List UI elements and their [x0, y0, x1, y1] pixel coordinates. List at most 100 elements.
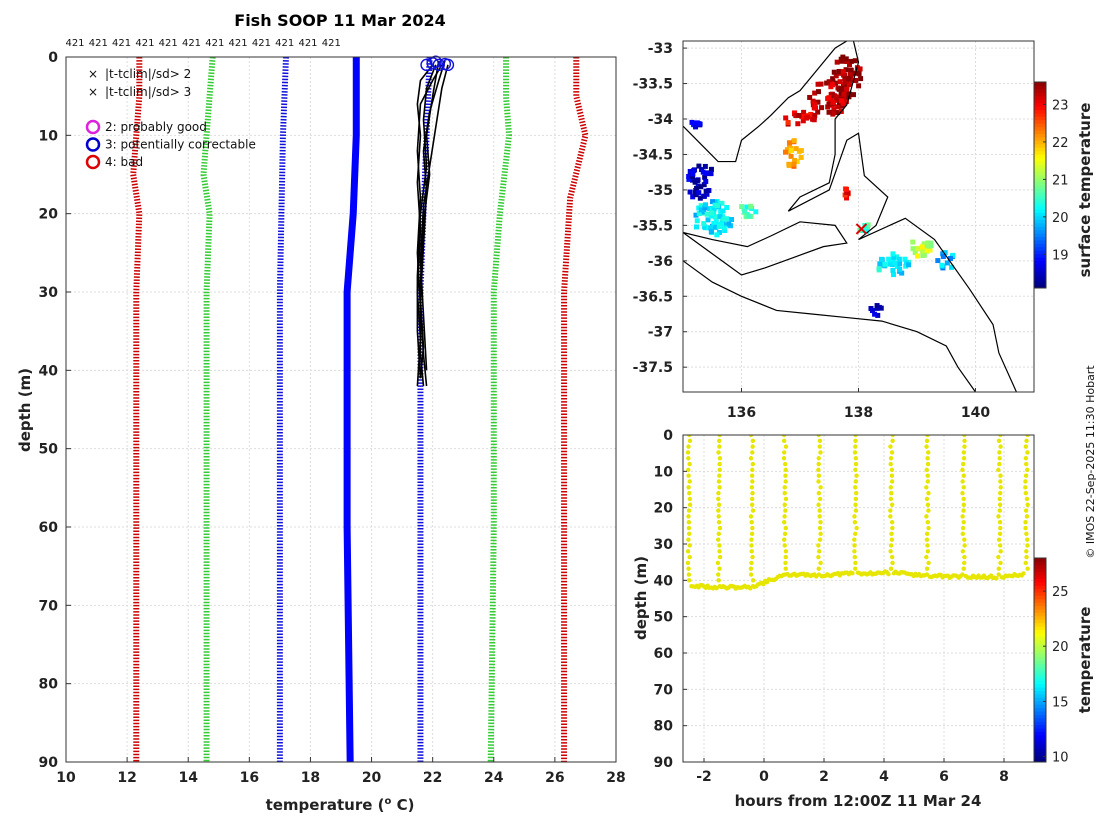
sst-pixel	[743, 213, 749, 219]
sst-pixel	[707, 206, 713, 212]
depth-point	[888, 496, 894, 502]
depth-point	[888, 543, 894, 548]
colorbar-swatch	[1034, 246, 1046, 251]
colorbar-swatch	[1034, 205, 1046, 210]
depth-point	[750, 450, 755, 455]
depth-point	[925, 479, 931, 484]
map-location-marker	[855, 223, 868, 235]
profile-legend: × |t-tclim|/sd> 2 × |t-tclim|/sd> 3 2: proba…	[85, 67, 256, 170]
colorbar-swatch	[1034, 629, 1046, 634]
sst-pixel	[824, 80, 830, 86]
depth-point	[687, 435, 692, 438]
depth-point	[853, 444, 858, 449]
y-tick-label: -34	[648, 112, 674, 128]
colorbar-swatch	[1034, 171, 1046, 176]
profile-plot-area	[66, 57, 616, 762]
profile-x-label: temperature (o C)	[266, 796, 415, 814]
sst-pixel	[853, 77, 859, 83]
sst-pixel	[703, 188, 709, 194]
depth-point	[749, 549, 754, 554]
depth-point	[715, 560, 721, 566]
depth-point	[924, 537, 930, 542]
depth-point	[816, 461, 821, 467]
sst-pixel	[701, 209, 707, 215]
sst-pixel	[831, 69, 837, 75]
depth-point	[960, 531, 966, 537]
sst-pixel	[834, 96, 840, 102]
sst-pixel	[690, 194, 696, 200]
depth-point	[998, 485, 1003, 490]
colorbar-swatch	[1034, 571, 1046, 576]
colorbar-swatch	[1034, 697, 1046, 702]
colorbar-swatch	[1034, 734, 1046, 739]
depth-point	[997, 496, 1002, 502]
colorbar-swatch	[1034, 653, 1046, 658]
top-label: 421	[182, 38, 201, 49]
depth-point	[1023, 525, 1028, 531]
depth-point	[818, 450, 823, 455]
sst-pixel	[921, 241, 927, 247]
colorbar-swatch	[1034, 575, 1046, 579]
y-tick-label: 80	[654, 719, 674, 735]
sst-pixel	[786, 162, 792, 168]
colorbar-swatch	[1034, 212, 1046, 217]
depth-point	[962, 444, 967, 449]
top-label: 421	[112, 38, 131, 49]
depth-point	[960, 490, 965, 496]
depth-point	[960, 479, 965, 484]
depth-point	[1023, 560, 1028, 566]
sst-pixel	[702, 224, 708, 230]
x-tick-label: 14	[178, 770, 198, 786]
sst-pixel	[847, 72, 853, 78]
profile-x-label-sup: o	[384, 796, 391, 807]
profile-x-label-end: C)	[391, 796, 414, 814]
sst-pixel	[815, 109, 821, 115]
depth-point	[1025, 543, 1030, 548]
sst-pixel	[826, 79, 832, 85]
y-tick-label: 20	[39, 207, 59, 223]
depth-point	[996, 467, 1001, 473]
depth-point	[888, 456, 894, 461]
sst-pixel	[791, 138, 797, 144]
sst-pixel	[818, 81, 824, 87]
sst-pixel	[830, 100, 836, 106]
sst-pixel	[842, 192, 848, 198]
depth-point	[782, 520, 787, 525]
depth-point	[852, 543, 857, 548]
depth-point	[998, 479, 1003, 484]
sst-pixel	[830, 111, 836, 117]
depth-point	[998, 435, 1003, 438]
sst-pixel	[742, 208, 748, 214]
depth-point	[888, 514, 893, 519]
sst-pixel	[783, 149, 789, 155]
sst-pixel	[712, 214, 718, 220]
sst-pixel	[713, 224, 719, 230]
y-tick-label: 70	[654, 682, 674, 698]
depth-point	[817, 514, 822, 519]
colorbar-swatch	[1034, 748, 1046, 753]
sst-pixel	[689, 119, 695, 125]
y-tick-label: 60	[39, 520, 59, 536]
depth-point	[818, 520, 823, 525]
depth-point	[687, 479, 692, 484]
sst-pixel	[890, 251, 896, 257]
depth-point	[852, 450, 858, 455]
depth-point	[783, 496, 789, 502]
depth-point	[850, 570, 855, 576]
sst-pixel	[699, 167, 705, 173]
y-tick-label: 40	[654, 573, 674, 589]
y-tick-label: -36.5	[633, 289, 673, 305]
depth-point	[816, 456, 821, 461]
depth-point	[749, 520, 754, 525]
depth-point	[1024, 438, 1029, 444]
depth-point	[925, 456, 930, 461]
depth-point	[750, 554, 755, 560]
depth-point	[886, 571, 891, 577]
x-tick-label: 20	[362, 770, 382, 786]
x-tick-label: 6	[939, 769, 949, 785]
depth-point	[1023, 473, 1029, 478]
depth-point	[750, 438, 756, 444]
sst-pixel	[950, 252, 956, 258]
sst-pixel	[841, 91, 847, 97]
y-tick-label: -37.5	[633, 360, 673, 376]
